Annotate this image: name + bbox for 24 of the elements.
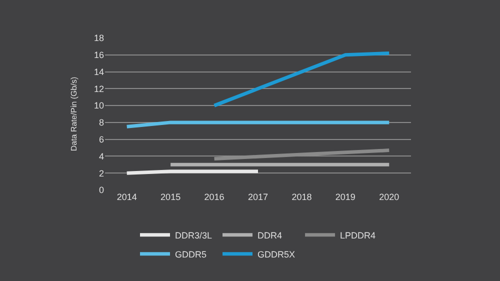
y-axis-title: Data Rate/Pin (Gb/s)	[70, 76, 79, 152]
y-tick-label: 14	[94, 66, 104, 77]
legend-label: LPDDR4	[340, 230, 376, 240]
y-tick-label: 4	[98, 151, 104, 162]
x-tick-label: 2020	[379, 192, 400, 202]
y-tick-label: 12	[94, 84, 104, 94]
y-tick-label: 18	[94, 33, 104, 44]
x-tick-label: 2014	[116, 192, 137, 202]
y-tick-label: 6	[98, 134, 104, 144]
x-tick-label: 2016	[204, 192, 224, 202]
x-tick-label: 2018	[292, 192, 312, 202]
legend-label: DDR4	[258, 230, 282, 240]
legend-label: DDR3/3L	[175, 230, 212, 240]
y-tick-label: 2	[98, 168, 104, 178]
y-tick-label: 10	[94, 100, 104, 111]
legend-label: GDDR5X	[258, 249, 296, 260]
y-tick-label: 8	[98, 118, 104, 128]
x-tick-label: 2017	[248, 192, 268, 202]
x-tick-label: 2015	[160, 192, 181, 202]
line-series	[212, 51, 391, 108]
y-tick-label: 16	[94, 50, 104, 60]
x-tick-label: 2019	[335, 192, 356, 202]
legend-label: GDDR5	[175, 249, 207, 260]
y-tick-label: 0	[98, 185, 104, 196]
